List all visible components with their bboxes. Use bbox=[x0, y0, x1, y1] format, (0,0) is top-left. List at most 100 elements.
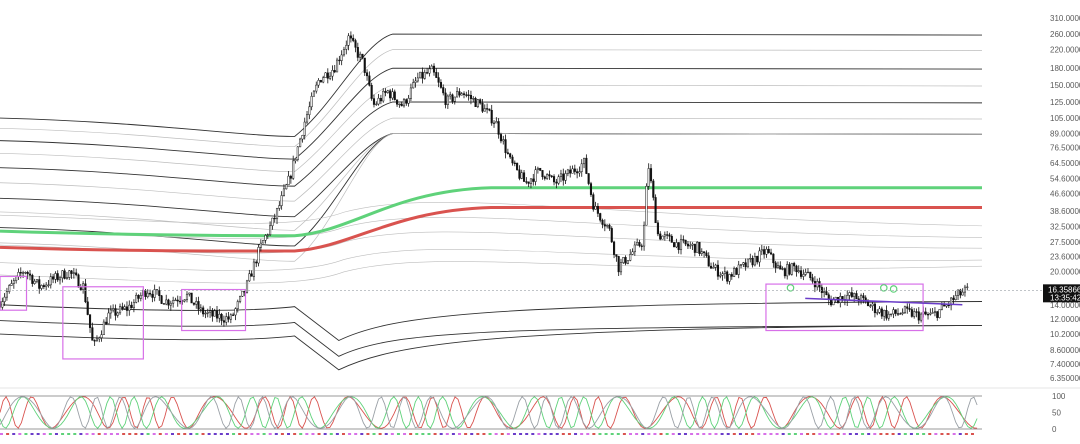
signal-dot bbox=[867, 433, 871, 435]
highlight-box[interactable] bbox=[0, 275, 28, 311]
candle-body bbox=[340, 54, 343, 61]
candle-body bbox=[880, 308, 883, 317]
signal-dot bbox=[54, 433, 58, 435]
candle-body bbox=[520, 172, 523, 179]
signal-dot bbox=[170, 433, 174, 435]
candle-body bbox=[769, 252, 773, 255]
candle-body bbox=[615, 254, 618, 257]
upper-band-line bbox=[0, 67, 983, 160]
candle-body bbox=[195, 301, 198, 305]
signal-dot bbox=[848, 433, 852, 435]
signal-dot bbox=[378, 433, 382, 435]
candle-body bbox=[610, 228, 613, 243]
signal-dot bbox=[683, 433, 687, 435]
candle-body bbox=[259, 242, 262, 248]
candle-body bbox=[878, 308, 881, 313]
signal-dot bbox=[280, 433, 284, 435]
candle-body bbox=[84, 283, 87, 303]
candle-body bbox=[430, 65, 433, 70]
candle-body bbox=[617, 256, 620, 273]
candle-body bbox=[347, 35, 350, 46]
candle-body bbox=[204, 312, 207, 315]
candle-body bbox=[396, 99, 399, 105]
candle-body bbox=[162, 303, 165, 305]
signal-dot bbox=[561, 433, 565, 435]
lower-band-line bbox=[0, 324, 983, 371]
candle-body bbox=[70, 270, 73, 274]
candle-body bbox=[331, 70, 334, 77]
highlight-box[interactable] bbox=[181, 288, 247, 332]
signal-dot bbox=[903, 433, 907, 435]
signal-dot bbox=[891, 433, 895, 435]
middle-band-line bbox=[0, 261, 983, 284]
candle-body bbox=[308, 106, 311, 116]
candle-body bbox=[435, 72, 438, 78]
oscillator-line bbox=[0, 395, 978, 430]
candle-body bbox=[137, 294, 140, 299]
candle-body bbox=[153, 289, 156, 298]
highlight-box[interactable] bbox=[62, 286, 144, 360]
signal-dot bbox=[781, 433, 785, 435]
signal-dot bbox=[433, 433, 437, 435]
y-tick-label: 220.0000 bbox=[1050, 46, 1080, 55]
candle-body bbox=[661, 235, 664, 240]
candle-body bbox=[873, 303, 876, 314]
middle-band-line bbox=[0, 249, 983, 272]
signal-dot bbox=[140, 433, 144, 435]
candle-body bbox=[571, 168, 574, 174]
candle-body bbox=[703, 251, 706, 254]
signal-dot bbox=[574, 433, 578, 435]
candle-body bbox=[169, 302, 172, 306]
candle-body bbox=[421, 71, 424, 79]
candle-body bbox=[483, 108, 486, 112]
candle-body bbox=[721, 273, 724, 276]
signal-dot bbox=[403, 433, 407, 435]
candle-body bbox=[559, 173, 563, 177]
signal-dot bbox=[757, 433, 761, 435]
candle-body bbox=[947, 304, 950, 306]
signal-dot bbox=[824, 433, 828, 435]
candle-body bbox=[633, 244, 636, 253]
candle-body bbox=[675, 242, 678, 248]
candle-body bbox=[705, 252, 708, 256]
candle-body bbox=[139, 295, 142, 299]
candle-body bbox=[806, 271, 810, 274]
y-tick-label: 6.350000 bbox=[1050, 374, 1080, 383]
signal-dot bbox=[854, 433, 858, 435]
candle-body bbox=[315, 84, 318, 92]
signal-dot bbox=[91, 433, 95, 435]
candle-body bbox=[894, 309, 897, 314]
candle-body bbox=[65, 277, 68, 279]
candle-body bbox=[262, 240, 265, 244]
candle-body bbox=[684, 239, 687, 245]
candle-body bbox=[474, 98, 477, 107]
candle-body bbox=[656, 222, 659, 235]
candle-body bbox=[93, 340, 96, 342]
signal-dot bbox=[390, 433, 394, 435]
candle-body bbox=[663, 234, 666, 237]
candle-body bbox=[906, 306, 909, 309]
trend-line[interactable] bbox=[805, 297, 963, 306]
candle-body bbox=[626, 260, 629, 264]
oscillator-line bbox=[0, 395, 978, 430]
candle-body bbox=[363, 57, 366, 73]
candle-body bbox=[714, 264, 717, 268]
candle-body bbox=[926, 313, 930, 316]
candle-body bbox=[892, 309, 895, 315]
candle-body bbox=[557, 176, 560, 184]
candle-body bbox=[264, 235, 267, 241]
candle-body bbox=[375, 103, 378, 106]
candle-body bbox=[252, 261, 255, 277]
signal-dot bbox=[610, 433, 614, 435]
highlight-box[interactable] bbox=[765, 283, 924, 332]
candle-body bbox=[42, 285, 45, 288]
candle-body bbox=[158, 290, 161, 296]
candle-body bbox=[370, 85, 373, 99]
candle-body bbox=[432, 65, 436, 73]
signal-dot bbox=[158, 433, 162, 435]
candle-body bbox=[232, 314, 235, 316]
candle-body bbox=[437, 77, 440, 83]
candle-body bbox=[414, 80, 417, 83]
